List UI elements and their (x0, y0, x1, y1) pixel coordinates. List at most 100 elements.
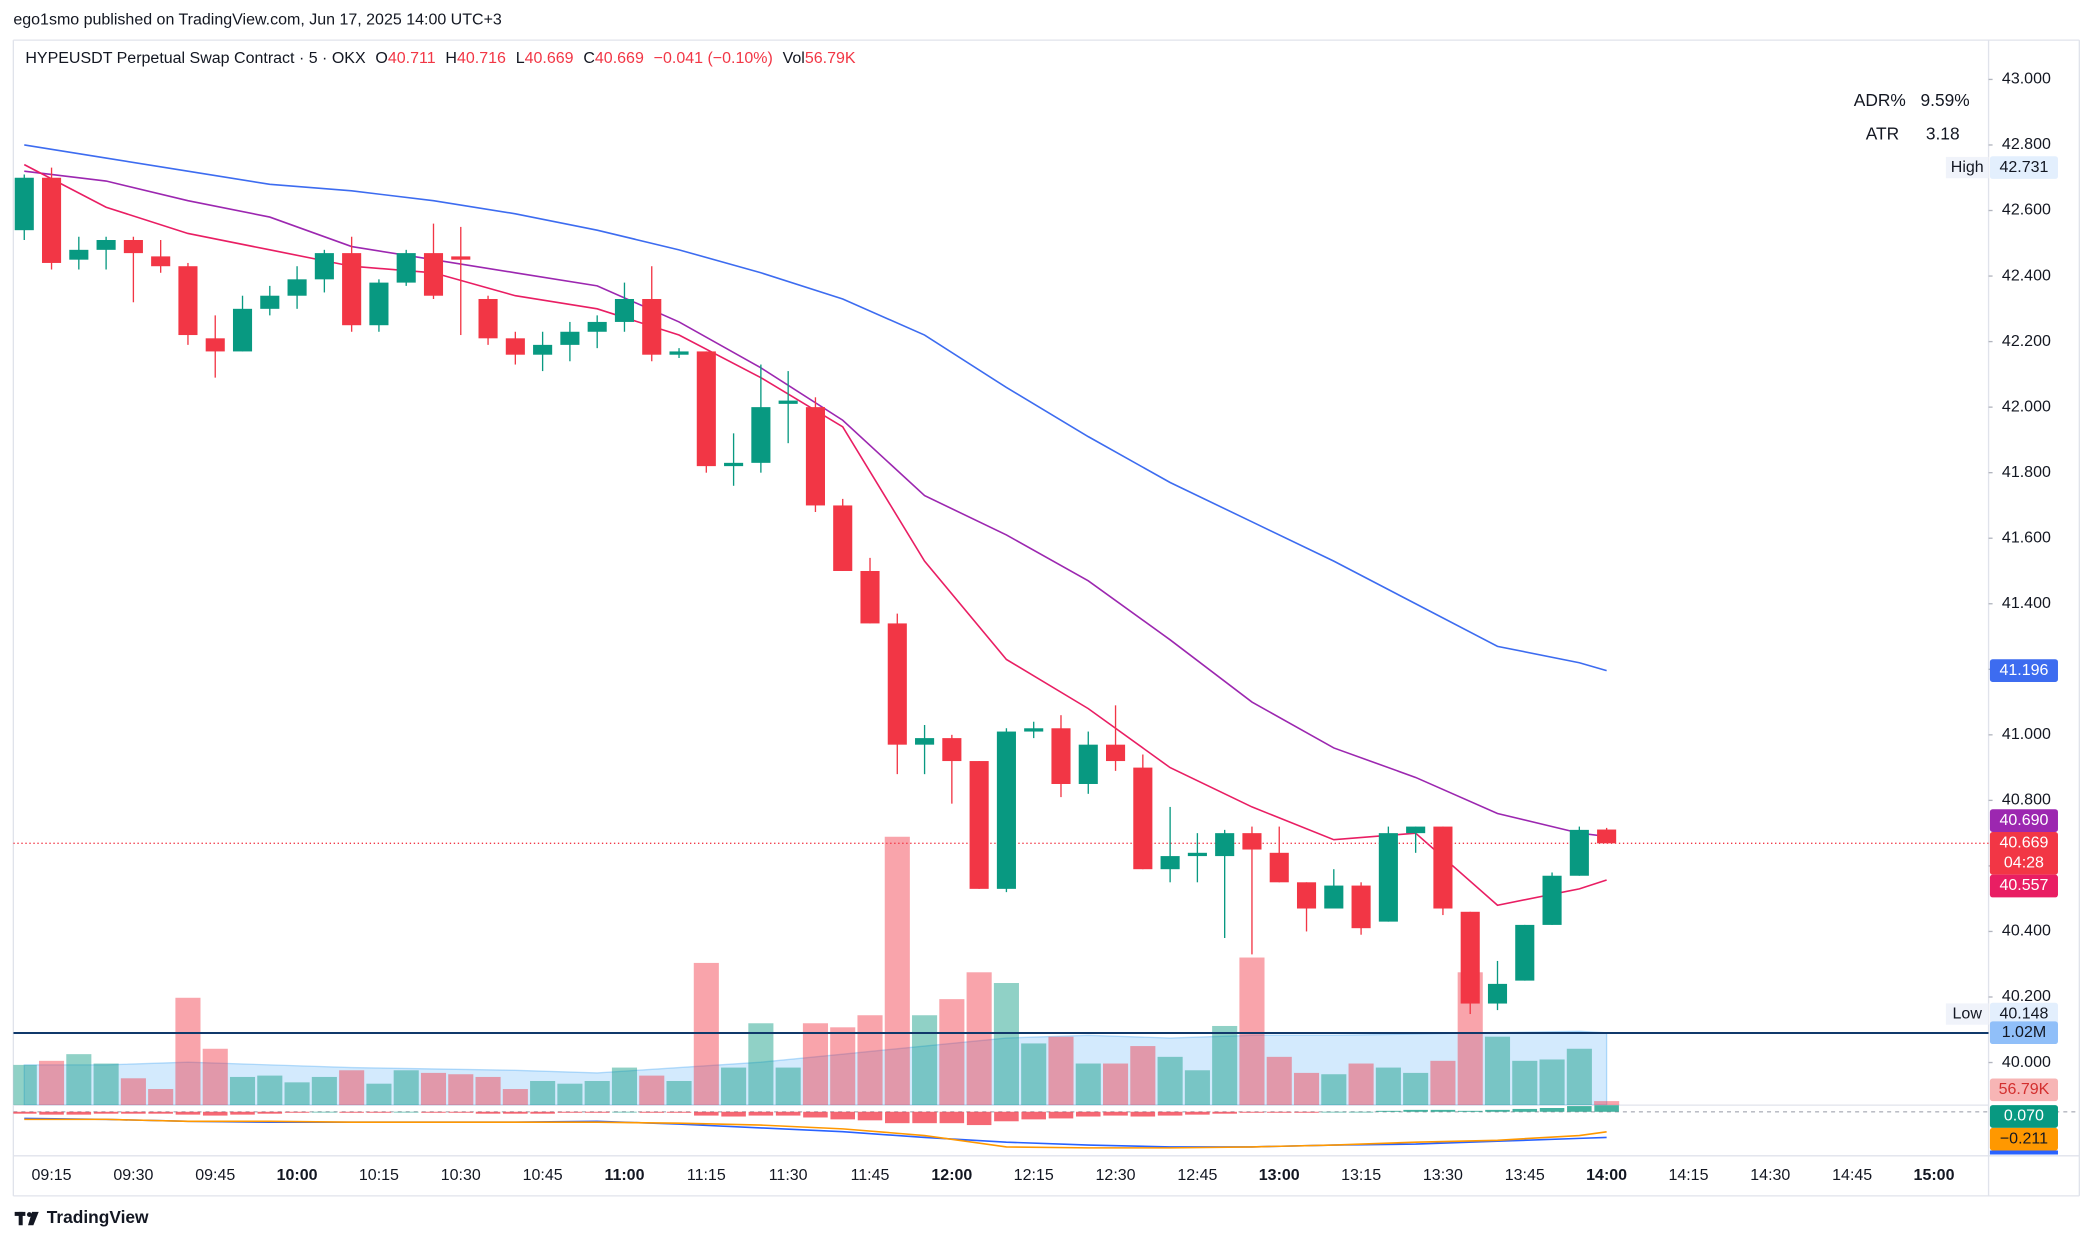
candle-body (533, 344, 553, 355)
y-tick-label: 40.200 (2002, 988, 2051, 1005)
volume-bar (448, 1074, 474, 1106)
candle-body (342, 253, 362, 326)
x-tick-label: 14:45 (1832, 1167, 1872, 1184)
legend-vol-key: Vol (783, 50, 805, 67)
volume-bar (1075, 1063, 1101, 1106)
macd-pane (13, 1105, 1619, 1149)
macd-histogram-bar (284, 1111, 310, 1113)
candle-body (1378, 833, 1398, 922)
info-label: ATR (1866, 123, 1899, 143)
candle-body (1078, 744, 1098, 784)
low-word-box (1945, 1003, 1989, 1025)
macd-histogram-bar (1512, 1108, 1538, 1112)
volume-bar (1184, 1070, 1210, 1106)
volume-bar (557, 1083, 583, 1106)
macd-histogram-bar (1457, 1110, 1483, 1112)
volume-bar (775, 1067, 801, 1106)
macd-histogram-bar (1075, 1111, 1101, 1117)
x-tick-label: 14:15 (1668, 1167, 1708, 1184)
macd-histogram-bar (1321, 1111, 1347, 1113)
candle-body (833, 505, 853, 571)
volume-bar (1484, 1036, 1511, 1106)
logo-part (18, 1211, 23, 1226)
x-tick-label: 12:00 (931, 1167, 972, 1184)
legend-open: 40.711 (388, 50, 436, 67)
high-word: High (1951, 159, 1984, 176)
candle-body (1515, 924, 1535, 981)
volume-bar (229, 1076, 256, 1106)
volume-bar (38, 1060, 65, 1106)
y-tick-label: 40.000 (2002, 1054, 2051, 1071)
candle-body (560, 331, 580, 345)
volume-bar (420, 1072, 447, 1106)
candle-body (69, 249, 89, 260)
volume-bar (148, 1089, 174, 1106)
candle-body (805, 407, 825, 506)
ema-price-label: 40.690 (1999, 812, 2048, 829)
info-label: ADR% (1854, 90, 1906, 110)
volume-bar (311, 1076, 337, 1106)
x-tick-label: 10:30 (441, 1167, 481, 1184)
macd-histogram-label-box (1989, 1105, 2058, 1128)
candle-body (1406, 826, 1426, 834)
macd-histogram-bar (966, 1111, 992, 1126)
macd-histogram-bar (66, 1111, 92, 1115)
volume-bar (1594, 1101, 1620, 1106)
macd-histogram-bar (312, 1111, 337, 1113)
volume-bar (1102, 1063, 1129, 1106)
volume-bar (993, 983, 1019, 1106)
volume-bar (857, 1015, 883, 1106)
price-pane (13, 144, 1989, 1106)
volume-bar (120, 1078, 146, 1106)
legend-high: 40.716 (457, 50, 506, 67)
volume-bar (66, 1054, 92, 1106)
macd-histogram-bar (1048, 1111, 1074, 1119)
volume-bar (530, 1080, 556, 1106)
macd-histogram-bar (148, 1111, 173, 1114)
candle-body (1351, 885, 1371, 929)
x-tick-label: 10:45 (523, 1167, 563, 1184)
macd-histogram-bar (13, 1111, 37, 1114)
volume-bar (748, 1023, 774, 1106)
footer-brand: TradingView (47, 1207, 149, 1227)
candle-body (314, 253, 334, 280)
candle-body (1133, 767, 1153, 870)
x-tick-label: 11:45 (851, 1167, 890, 1184)
volume-ma-label-box (1989, 1021, 2058, 1045)
legend-change: −0.041 (−0.10%) (654, 50, 773, 67)
x-tick-label: 09:15 (32, 1167, 72, 1184)
volume-bar (1130, 1046, 1156, 1106)
volume-bar (966, 972, 992, 1106)
volume-bar (721, 1067, 747, 1106)
macd-histogram-bar (1130, 1111, 1156, 1117)
macd-histogram-bar (202, 1111, 228, 1116)
x-tick-label: 13:00 (1259, 1167, 1300, 1184)
y-tick-label: 41.400 (2002, 595, 2051, 612)
candle-body (887, 623, 907, 745)
footer-logo (14, 1211, 39, 1226)
candle-body (478, 298, 498, 339)
candle-body (205, 338, 225, 352)
macd-histogram-bar (1157, 1111, 1183, 1116)
volume-bar (884, 836, 910, 1106)
volume-bar (1266, 1056, 1292, 1106)
macd-histogram-bar (1485, 1109, 1510, 1112)
x-tick-label: 10:15 (359, 1167, 399, 1184)
macd-histogram-bar (475, 1111, 501, 1114)
macd-histogram-bar (393, 1111, 419, 1113)
candle-body (860, 570, 880, 624)
volume-bar (284, 1082, 310, 1106)
y-tick-label: 42.200 (2002, 333, 2051, 350)
y-tick-label: 40.800 (2002, 792, 2051, 809)
close-label-box (1989, 831, 2058, 875)
close-label: 40.669 (1999, 835, 2048, 852)
candle-body (1215, 833, 1235, 857)
macd-histogram-bar (666, 1111, 692, 1113)
macd-histogram-bar (584, 1111, 610, 1113)
x-tick-label: 12:30 (1096, 1167, 1136, 1184)
volume-bar (802, 1023, 828, 1106)
volume-bar (1321, 1074, 1347, 1106)
ema-price-label-box (1989, 659, 2058, 682)
macd-histogram-bar (775, 1111, 801, 1116)
